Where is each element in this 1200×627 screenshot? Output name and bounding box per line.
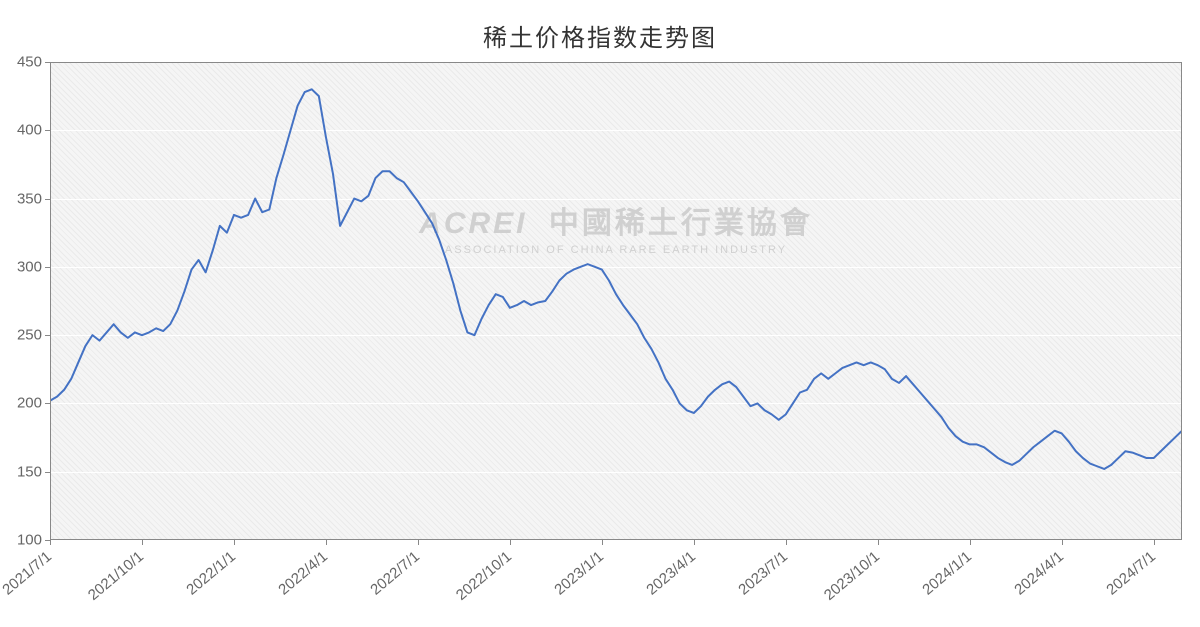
y-tick-label: 150 (17, 463, 50, 480)
y-tick-label: 250 (17, 327, 50, 344)
y-tick-label: 400 (17, 122, 50, 139)
chart-container: 稀土价格指数走势图 ACREI 中國稀土行業協會 ASSOCIATION OF … (0, 0, 1200, 627)
plot-area: ACREI 中國稀土行業協會 ASSOCIATION OF CHINA RARE… (50, 62, 1182, 540)
chart-line (50, 62, 1182, 540)
y-tick-label: 450 (17, 54, 50, 71)
chart-title: 稀土价格指数走势图 (0, 18, 1200, 53)
y-tick-label: 300 (17, 258, 50, 275)
y-tick-label: 200 (17, 395, 50, 412)
y-tick-label: 350 (17, 190, 50, 207)
